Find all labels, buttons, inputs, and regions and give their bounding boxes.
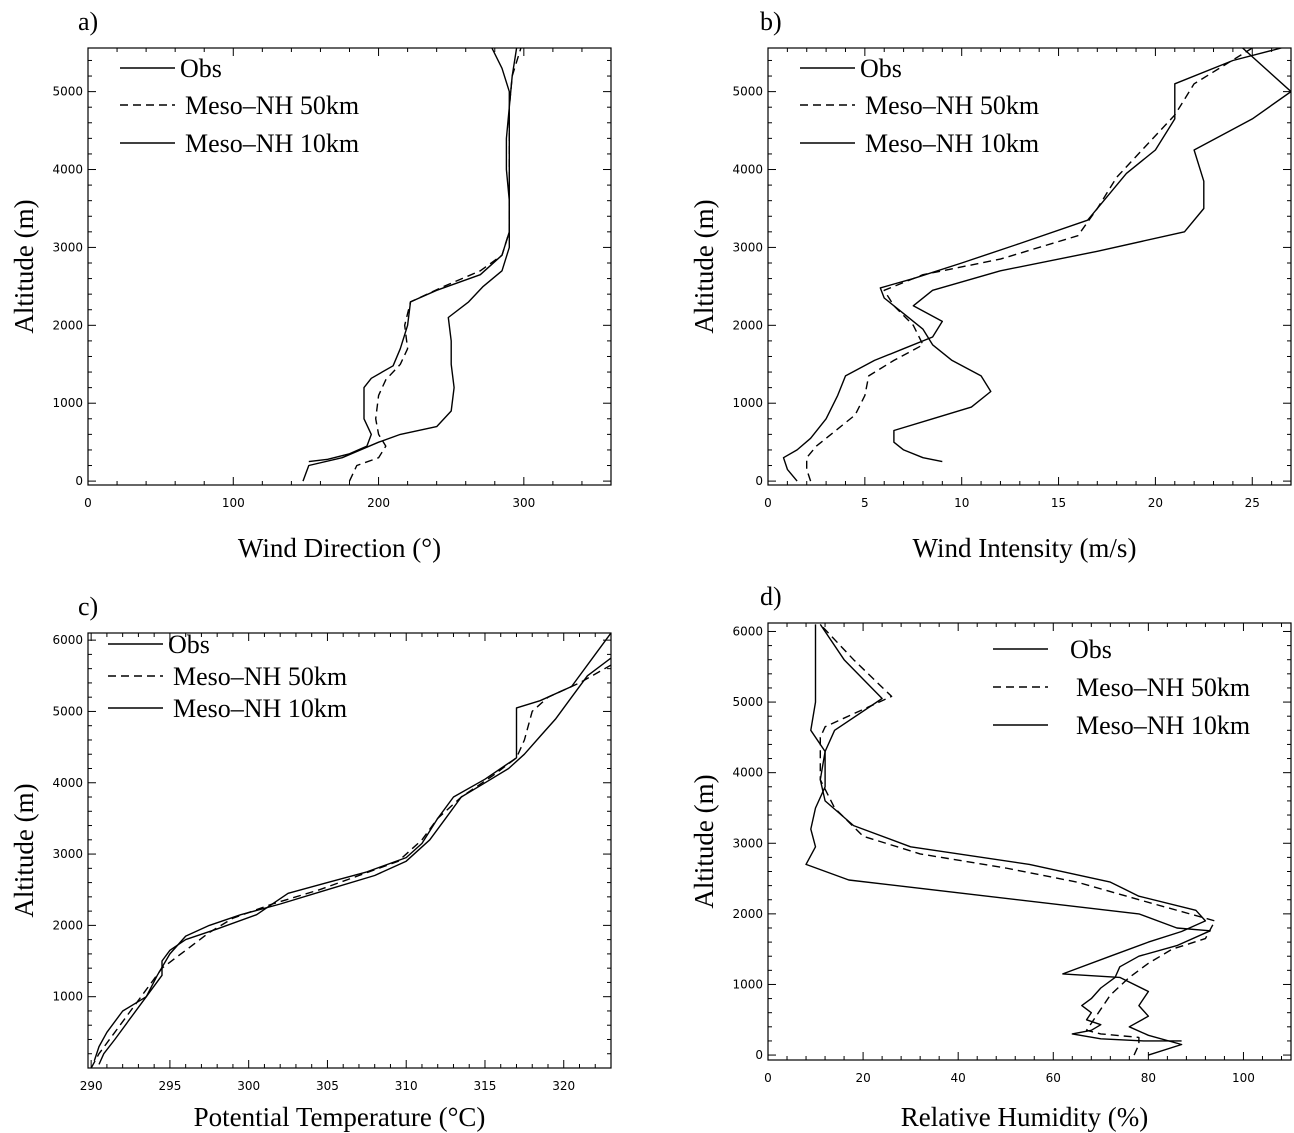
series-line-1	[782, 48, 1291, 482]
legend-label: Obs	[860, 54, 902, 83]
y-tick-label: 1000	[732, 396, 763, 410]
legend-label: Meso–NH 10km	[173, 694, 347, 723]
x-tick-label: 100	[1232, 1071, 1255, 1085]
x-tick-label: 40	[951, 1071, 966, 1085]
y-tick-label: 5000	[732, 695, 763, 709]
series-group	[782, 48, 1291, 482]
chart-panel-d: 0 20 40 60 80 1000100020003000400050006000d)R…	[689, 582, 1292, 1132]
x-tick-label: 15	[1051, 496, 1066, 510]
y-tick-label: 4000	[732, 163, 763, 177]
x-tick-label: 0	[84, 496, 92, 510]
panel-label: d)	[760, 582, 782, 611]
legend-label: Meso–NH 10km	[1076, 711, 1250, 740]
series-line-3	[308, 48, 518, 463]
chart-panel-c: 290 295 300 305 310 315 320 1000 2000 3000 4000 500…	[9, 592, 612, 1132]
panel-label: c)	[78, 592, 98, 621]
y-tick-label: 0	[755, 1048, 763, 1062]
x-axis-label: Potential Temperature (°C)	[194, 1102, 486, 1132]
legend-label: Obs	[168, 630, 210, 659]
x-tick-label: 290	[80, 1079, 103, 1093]
x-tick-label: 80	[1141, 1071, 1156, 1085]
y-tick-label: 4000	[52, 163, 83, 177]
x-tick-label: 320	[552, 1079, 575, 1093]
series-line-2	[806, 48, 1253, 482]
x-tick-label: 295	[158, 1079, 181, 1093]
plot-frame	[87, 632, 612, 1069]
series-line-1	[302, 48, 510, 482]
plot-frame	[767, 622, 1292, 1061]
y-axis-label: Altitude (m)	[689, 199, 719, 333]
x-tick-label: 10	[954, 496, 969, 510]
y-tick-label: 1000	[732, 977, 763, 991]
series-line-3	[879, 48, 1282, 463]
x-axis-label: Relative Humidity (%)	[901, 1102, 1148, 1132]
legend-label: Meso–NH 50km	[185, 91, 359, 120]
x-tick-label: 300	[512, 496, 535, 510]
y-tick-label: 3000	[52, 847, 83, 861]
y-tick-label: 0	[75, 474, 83, 488]
y-axis-label: Altitude (m)	[9, 783, 39, 917]
y-tick-label: 5000	[52, 85, 83, 99]
x-tick-label: 20	[1148, 496, 1163, 510]
y-tick-label: 2000	[52, 918, 83, 932]
series-line-1	[819, 624, 1207, 1056]
series-group	[805, 623, 1216, 1056]
x-tick-label: 25	[1245, 496, 1260, 510]
y-tick-label: 4000	[52, 776, 83, 790]
x-tick-label: 20	[855, 1071, 870, 1085]
plot-frame	[767, 47, 1292, 486]
y-tick-label: 1000	[52, 396, 83, 410]
panel-label: b)	[760, 7, 782, 36]
x-tick-label: 310	[395, 1079, 418, 1093]
y-tick-label: 1000	[52, 990, 83, 1004]
legend-label: Meso–NH 10km	[865, 129, 1039, 158]
y-tick-label: 3000	[732, 240, 763, 254]
series-line-3	[805, 624, 1211, 1042]
x-tick-label: 5	[861, 496, 869, 510]
legend-label: Meso–NH 50km	[1076, 673, 1250, 702]
y-tick-label: 2000	[732, 907, 763, 921]
y-tick-label: 5000	[732, 85, 763, 99]
legend-label: Meso–NH 50km	[865, 91, 1039, 120]
y-tick-label: 2000	[52, 318, 83, 332]
y-tick-label: 3000	[52, 240, 83, 254]
y-tick-label: 3000	[732, 836, 763, 850]
legend-label: Obs	[180, 54, 222, 83]
x-tick-label: 300	[237, 1079, 260, 1093]
x-tick-label: 0	[764, 1071, 772, 1085]
x-tick-label: 100	[222, 496, 245, 510]
y-tick-label: 6000	[52, 633, 83, 647]
legend-label: Meso–NH 50km	[173, 662, 347, 691]
series-group	[90, 633, 611, 1068]
series-line-2	[348, 48, 522, 482]
x-tick-label: 305	[316, 1079, 339, 1093]
chart-panel-b: 0 5 10 15 20 25 0 1000 2000 3000 4000 5000 b) Wind In…	[689, 7, 1292, 563]
x-tick-label: 200	[367, 496, 390, 510]
series-group	[302, 48, 522, 482]
x-tick-label: 60	[1046, 1071, 1061, 1085]
y-axis-label: Altitude (m)	[9, 199, 39, 333]
x-axis-label: Wind Intensity (m/s)	[913, 533, 1137, 563]
y-tick-label: 4000	[732, 766, 763, 780]
legend-label: Obs	[1070, 635, 1112, 664]
series-line-2	[819, 623, 1216, 1056]
legend-label: Meso–NH 10km	[185, 129, 359, 158]
panel-label: a)	[78, 7, 98, 36]
series-line-2	[90, 664, 611, 1068]
y-tick-label: 0	[755, 474, 763, 488]
series-line-3	[93, 633, 611, 1062]
x-axis-label: Wind Direction (°)	[238, 533, 441, 563]
y-tick-label: 5000	[52, 704, 83, 718]
x-tick-label: 315	[474, 1079, 497, 1093]
y-tick-label: 6000	[732, 624, 763, 638]
x-tick-label: 0	[764, 496, 772, 510]
y-axis-label: Altitude (m)	[689, 774, 719, 908]
y-tick-label: 2000	[732, 318, 763, 332]
